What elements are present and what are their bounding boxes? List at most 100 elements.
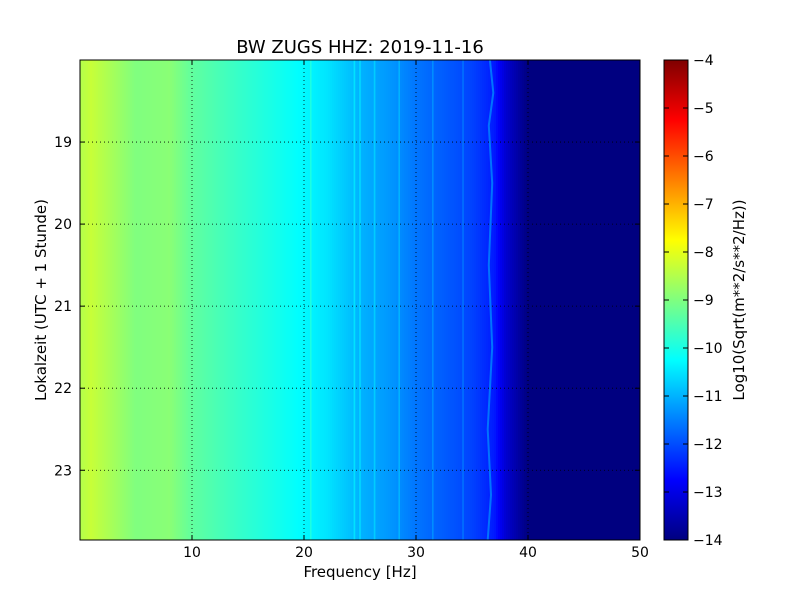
y-tick-label: 22 [54, 381, 72, 397]
heatmap-column [414, 60, 417, 540]
heatmap-column [334, 60, 337, 540]
heatmap-column [484, 60, 487, 540]
plot-frame [79, 59, 641, 541]
heatmap-column [440, 60, 443, 540]
heatmap-column [100, 60, 103, 540]
heatmap-column [554, 60, 557, 540]
colorbar-tick-label: −14 [693, 533, 723, 549]
heatmap-column [430, 60, 433, 540]
heatmap-area [80, 59, 641, 541]
heatmap-column [166, 60, 169, 540]
heatmap-column [424, 60, 427, 540]
heatmap-column [450, 60, 453, 540]
heatmap-column [506, 60, 509, 540]
heatmap-column [196, 60, 199, 540]
heatmap-column [562, 60, 565, 540]
heatmap-column [248, 60, 251, 540]
heatmap-column [550, 60, 553, 540]
heatmap-column [566, 60, 569, 540]
heatmap-column [388, 60, 391, 540]
heatmap-column [564, 60, 567, 540]
heatmap-column [162, 60, 165, 540]
heatmap-column [632, 60, 635, 540]
heatmap-column [186, 60, 189, 540]
heatmap-column [168, 60, 171, 540]
heatmap-column [206, 60, 209, 540]
colorbar-tick-label: −5 [693, 101, 714, 117]
heatmap-column [584, 60, 587, 540]
heatmap-column [602, 60, 605, 540]
heatmap-column [406, 60, 409, 540]
heatmap-column [526, 60, 529, 540]
heatmap-column [546, 60, 549, 540]
heatmap-column [522, 60, 525, 540]
heatmap-column [228, 60, 231, 540]
heatmap-column [312, 60, 315, 540]
colorbar-tick-label: −4 [693, 53, 714, 69]
heatmap-column [594, 60, 597, 540]
heatmap-column [164, 60, 167, 540]
heatmap-column [480, 60, 483, 540]
heatmap-column [170, 60, 173, 540]
heatmap-column [276, 60, 279, 540]
heatmap-column [270, 60, 273, 540]
x-tick-label: 30 [407, 545, 425, 561]
heatmap-column [404, 60, 407, 540]
heatmap-column [94, 60, 97, 540]
heatmap-column [124, 60, 127, 540]
grid-lines [80, 60, 640, 540]
heatmap-column [442, 60, 445, 540]
heatmap-column [236, 60, 239, 540]
heatmap-column [630, 60, 633, 540]
colorbar-tick-label: −8 [693, 245, 714, 261]
heatmap-column [82, 60, 85, 540]
heatmap-column [198, 60, 201, 540]
heatmap-column [396, 60, 399, 540]
heatmap-column [458, 60, 461, 540]
heatmap-column [302, 60, 305, 540]
heatmap-column [274, 60, 277, 540]
heatmap-column [292, 60, 295, 540]
heatmap-column [118, 60, 121, 540]
heatmap-column [338, 60, 341, 540]
heatmap-column [286, 60, 289, 540]
heatmap-column [308, 60, 311, 540]
heatmap-column [598, 60, 601, 540]
heatmap-column [320, 60, 323, 540]
heatmap-column [110, 60, 113, 540]
heatmap-column [638, 60, 641, 540]
heatmap-column [478, 60, 481, 540]
heatmap-column [336, 60, 339, 540]
heatmap-column [282, 60, 285, 540]
y-tick-label: 19 [54, 135, 72, 151]
heatmap-column [544, 60, 547, 540]
heatmap-column [534, 60, 537, 540]
heatmap-column [244, 60, 247, 540]
heatmap-column [360, 60, 363, 540]
heatmap-column [548, 60, 551, 540]
heatmap-column [620, 60, 623, 540]
y-axis-label: Lokalzeit (UTC + 1 Stunde) [32, 199, 50, 401]
heatmap-column [324, 60, 327, 540]
heatmap-column [512, 60, 515, 540]
heatmap-column [422, 60, 425, 540]
heatmap-column [348, 60, 351, 540]
heatmap-column [608, 60, 611, 540]
heatmap-column [592, 60, 595, 540]
heatmap-column [520, 60, 523, 540]
heatmap-column [410, 60, 413, 540]
heatmap-column [428, 60, 431, 540]
heatmap-column [172, 60, 175, 540]
heatmap-column [530, 60, 533, 540]
heatmap-column [436, 60, 439, 540]
heatmap-column [104, 60, 107, 540]
heatmap-column [224, 60, 227, 540]
heatmap-column [328, 60, 331, 540]
heatmap-column [466, 60, 469, 540]
heatmap-column [486, 60, 489, 540]
heatmap-column [472, 60, 475, 540]
heatmap-column [294, 60, 297, 540]
spectral-line [359, 60, 361, 540]
heatmap-column [516, 60, 519, 540]
